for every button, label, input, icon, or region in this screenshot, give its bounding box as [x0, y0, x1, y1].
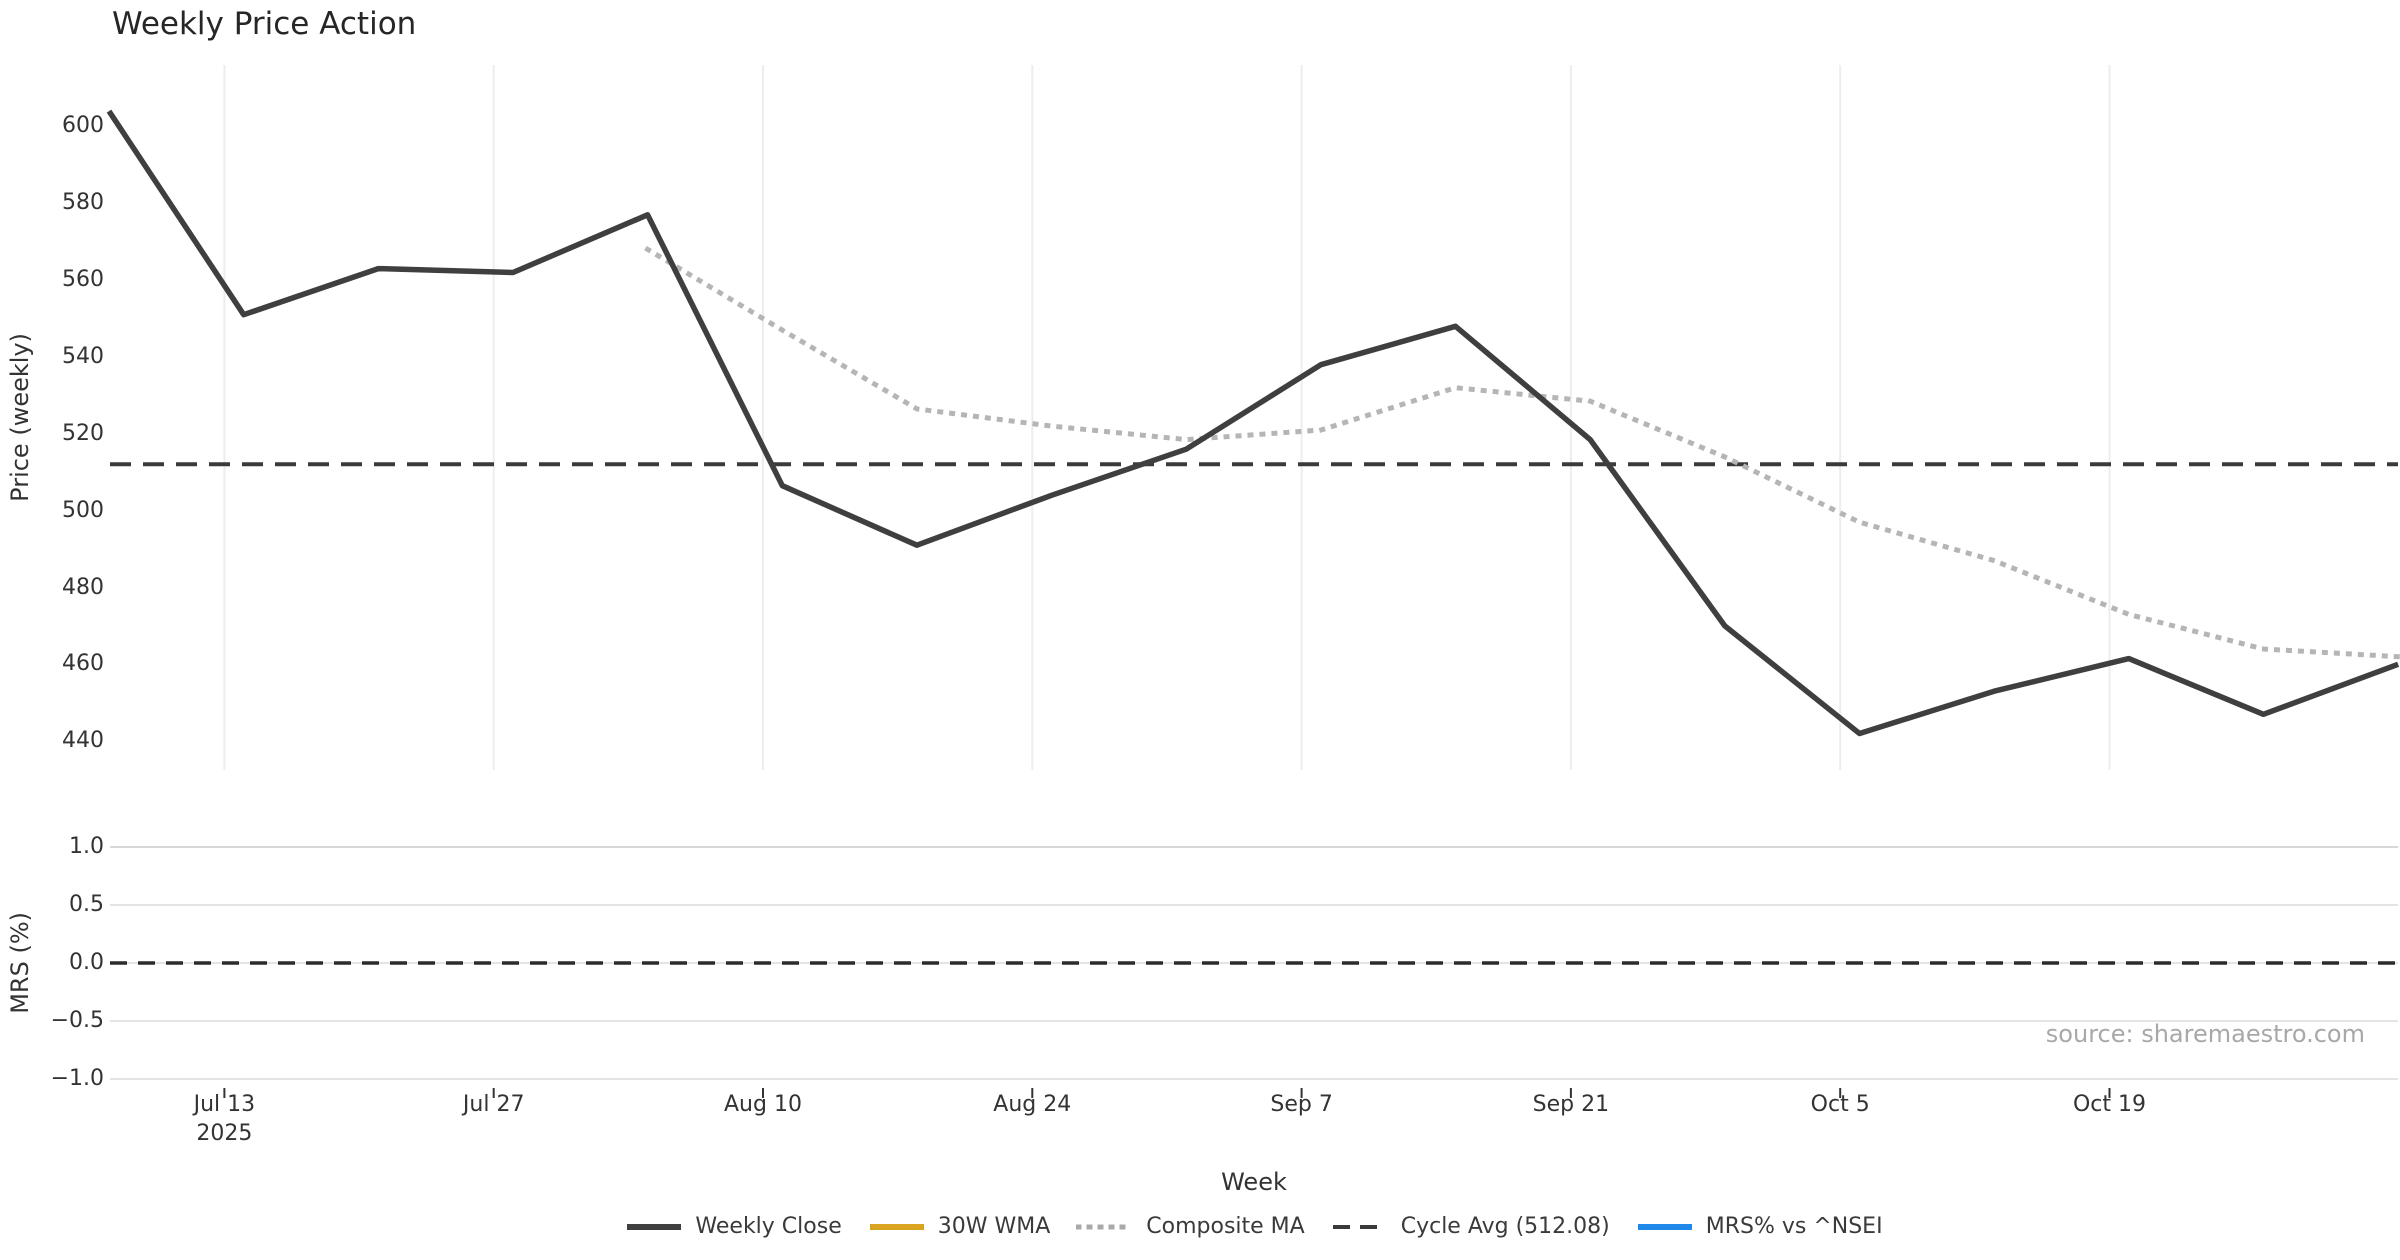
- legend-label: Composite MA: [1146, 1214, 1305, 1239]
- mrs-ytick-label: −1.0: [50, 1066, 104, 1091]
- x-tick-sublabel: 2025: [196, 1121, 253, 1146]
- x-axis-label: Week: [1221, 1168, 1287, 1196]
- legend-item: Cycle Avg (512.08): [1331, 1214, 1610, 1239]
- legend: Weekly Close 30W WMA Composite MA Cycle Avg…: [110, 1214, 2398, 1239]
- weekly-close-line: [106, 109, 2400, 737]
- legend-swatch-solid-icon: [869, 1223, 924, 1230]
- x-tick-label: Aug 10: [724, 1092, 802, 1117]
- price-ytick-label: 440: [62, 728, 104, 754]
- x-tick-label: Jul 13: [193, 1092, 256, 1117]
- x-tick-label: Sep 21: [1532, 1092, 1610, 1117]
- price-ytick-label: 560: [62, 267, 104, 293]
- legend-item: Weekly Close: [625, 1214, 842, 1239]
- mrs-ytick-label: 0.0: [69, 950, 104, 975]
- x-tick-label: Sep 7: [1270, 1092, 1333, 1117]
- price-ytick-label: 460: [62, 651, 104, 677]
- price-ytick-label: 520: [62, 420, 104, 446]
- x-tick-label: Oct 19: [2072, 1092, 2146, 1117]
- source-credit: source: sharemaestro.com: [2045, 1020, 2365, 1048]
- x-tick-label: Oct 5: [1810, 1092, 1870, 1117]
- x-tick-label: Jul 27: [462, 1092, 525, 1117]
- mrs-ytick-label: 0.5: [69, 892, 104, 917]
- legend-swatch-dotted-icon: [1076, 1224, 1135, 1229]
- mrs-ytick-label: −0.5: [50, 1008, 104, 1033]
- legend-label: Weekly Close: [695, 1214, 842, 1239]
- x-tick-label: Aug 24: [993, 1092, 1072, 1117]
- mrs-ytick-label: 1.0: [69, 834, 104, 859]
- price-ytick-label: 500: [62, 497, 104, 523]
- legend-label: Cycle Avg (512.08): [1400, 1214, 1610, 1239]
- legend-label: MRS% vs ^NSEI: [1705, 1214, 1883, 1239]
- legend-swatch-solid-icon: [627, 1223, 682, 1230]
- composite-ma-line: [644, 245, 2400, 660]
- chart-title: Weekly Price Action: [112, 6, 417, 42]
- price-ytick-label: 480: [62, 574, 104, 600]
- price-ytick-label: 600: [62, 113, 104, 139]
- legend-label: 30W WMA: [937, 1214, 1051, 1239]
- legend-swatch-solid-icon: [1637, 1223, 1692, 1230]
- legend-item: 30W WMA: [868, 1214, 1051, 1239]
- price-ytick-label: 580: [62, 190, 104, 216]
- legend-item: Composite MA: [1076, 1214, 1305, 1239]
- legend-swatch-dashed-icon: [1332, 1224, 1387, 1229]
- legend-item: MRS% vs ^NSEI: [1636, 1214, 1883, 1239]
- price-ytick-label: 540: [62, 343, 104, 369]
